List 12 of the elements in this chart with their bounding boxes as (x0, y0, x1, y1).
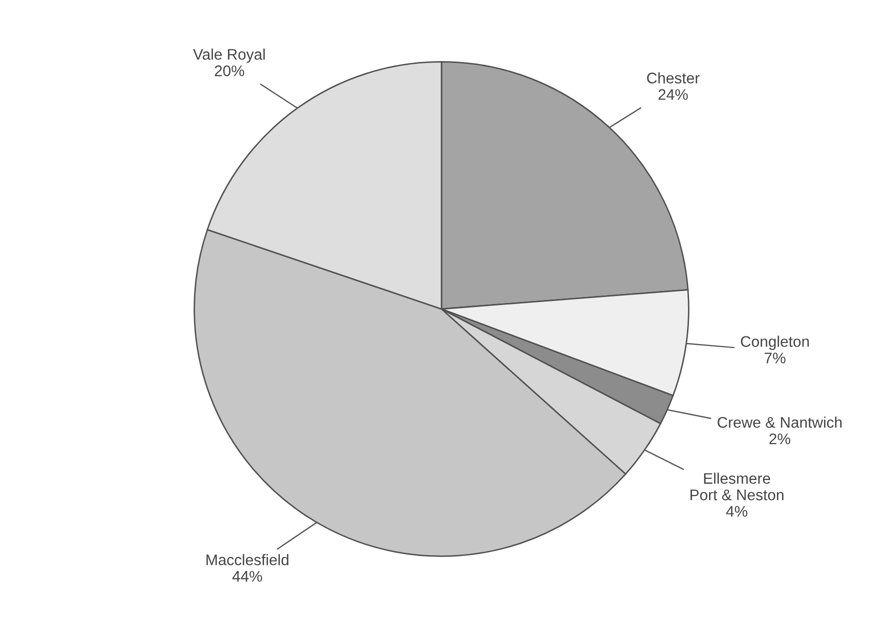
data-label: 24% (658, 89, 688, 100)
data-label: 7% (764, 352, 786, 364)
data-label: 4% (726, 506, 748, 517)
data-label: 44% (232, 570, 262, 582)
data-label: 20% (214, 65, 244, 76)
slice-label: Crewe & Nantwich (718, 416, 842, 428)
slice-label: Chester (647, 72, 700, 84)
slice-label: Vale Royal (193, 48, 265, 63)
data-label: 2% (769, 433, 790, 444)
slice-label: Congleton (740, 336, 809, 350)
slice-label: Ellesmere Port & Neston (690, 472, 784, 500)
slice-label: Macclesfield (206, 554, 288, 566)
